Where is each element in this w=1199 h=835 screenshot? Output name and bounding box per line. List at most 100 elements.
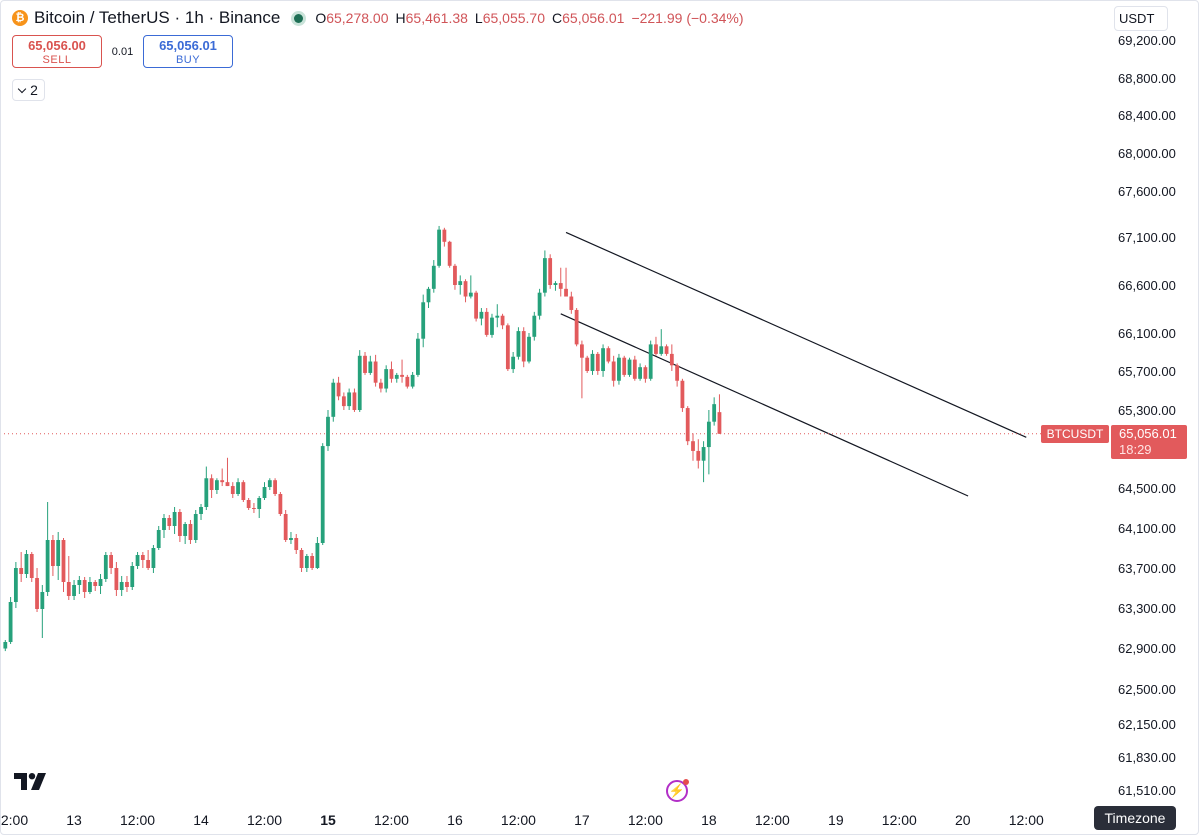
candle-body — [125, 582, 129, 587]
candle-body — [336, 382, 341, 397]
candle — [93, 580, 98, 591]
candle-body — [453, 265, 457, 285]
candle-body — [463, 281, 468, 297]
candle-body — [521, 331, 526, 362]
candle — [442, 227, 447, 247]
candle — [564, 267, 568, 297]
candle-body — [66, 582, 71, 596]
candle — [447, 240, 452, 268]
candle-body — [558, 283, 563, 289]
time-axis[interactable]: 12:00 13 12:00 14 12:00 15 12:00 16 12:00 17 12:00… — [0, 812, 1044, 828]
buy-button[interactable]: 65,056.01 BUY — [143, 35, 233, 68]
candle-body — [685, 408, 690, 442]
candle-body — [516, 331, 521, 357]
candle — [606, 346, 611, 364]
channel-trendline[interactable] — [560, 313, 969, 497]
lightning-icon[interactable]: ⚡ — [666, 779, 689, 802]
candle — [505, 323, 510, 371]
candle-body — [24, 554, 29, 574]
candle-body — [257, 498, 262, 509]
candle-body — [119, 582, 124, 590]
symbol-title[interactable]: Bitcoin / TetherUS · 1h · Binance — [34, 8, 281, 27]
sell-button[interactable]: 65,056.00 SELL — [12, 35, 102, 68]
candle-body — [315, 543, 320, 568]
candle — [542, 250, 547, 297]
candle — [66, 556, 71, 600]
candle — [35, 568, 39, 612]
time-axis-label: 12:00 — [374, 812, 409, 828]
candle — [654, 336, 658, 356]
candle-body — [447, 241, 452, 266]
candle — [310, 553, 315, 570]
time-axis-label: 12:00 — [120, 812, 155, 828]
candle — [463, 279, 468, 303]
candle — [188, 520, 193, 544]
candle — [527, 333, 531, 364]
bar-countdown: 18:29 — [1119, 442, 1152, 457]
ohlc-open-key: O — [315, 10, 327, 26]
time-axis-label: 20 — [955, 812, 971, 828]
candle-body — [199, 507, 203, 514]
candle — [299, 548, 304, 572]
price-axis-label: 65,700.00 — [1118, 364, 1176, 379]
channel-drawing[interactable] — [560, 231, 1027, 497]
candle — [416, 333, 420, 377]
candle-body — [537, 292, 542, 316]
candle — [675, 363, 680, 387]
indicators-toggle-button[interactable]: 2 — [12, 79, 45, 101]
price-axis-label: 66,600.00 — [1118, 278, 1176, 293]
candle — [77, 576, 82, 594]
price-axis[interactable]: 69,200.00 68,800.00 68,400.00 68,000.00 67,6… — [1118, 33, 1176, 798]
candle — [601, 344, 605, 377]
candle — [701, 441, 706, 483]
candle-body — [326, 416, 330, 447]
candle-body — [252, 508, 256, 509]
buy-label: BUY — [175, 54, 201, 66]
candle — [82, 577, 87, 598]
candle — [378, 378, 383, 393]
candle-body — [569, 296, 574, 310]
candle-body — [696, 450, 701, 461]
candle — [659, 329, 664, 356]
candle — [119, 576, 124, 596]
candle — [125, 576, 129, 592]
candle-body — [56, 540, 61, 566]
candle — [500, 313, 505, 330]
currency-selector[interactable]: USDT — [1114, 6, 1168, 31]
candle — [627, 357, 632, 377]
time-axis-label: 18 — [701, 812, 717, 828]
candle-body — [400, 374, 404, 377]
bitcoin-icon: ₿ — [12, 10, 28, 26]
candle — [595, 352, 600, 375]
candle — [617, 353, 621, 385]
candle-body — [278, 494, 283, 514]
candle-body — [146, 560, 151, 568]
candle-body — [378, 382, 383, 389]
candle — [151, 545, 156, 573]
candle-body — [643, 367, 648, 379]
candle-body — [241, 482, 246, 500]
candle-body — [373, 361, 378, 383]
channel-trendline[interactable] — [565, 231, 1027, 438]
timezone-button[interactable]: Timezone — [1094, 806, 1176, 830]
candle — [532, 311, 537, 341]
candle — [230, 482, 235, 498]
candle-body — [246, 500, 251, 508]
candle-body — [527, 336, 531, 362]
candle — [204, 466, 209, 510]
candle — [384, 365, 389, 393]
candle — [426, 286, 431, 309]
candle-body — [458, 281, 463, 285]
candle — [373, 354, 378, 387]
candle-body — [177, 512, 182, 536]
ohlc-values: O 65,278.00 H 65,461.38 L 65,055.70 C 65,056… — [315, 10, 743, 26]
last-price-tag: 65,056.01 18:29 — [1111, 425, 1187, 459]
candle-body — [664, 346, 669, 354]
candle-body — [61, 540, 66, 582]
candle — [437, 225, 441, 268]
candle — [130, 562, 135, 590]
tradingview-logo-icon[interactable] — [14, 773, 48, 791]
ohlc-open-value: 65,278.00 — [326, 10, 389, 26]
